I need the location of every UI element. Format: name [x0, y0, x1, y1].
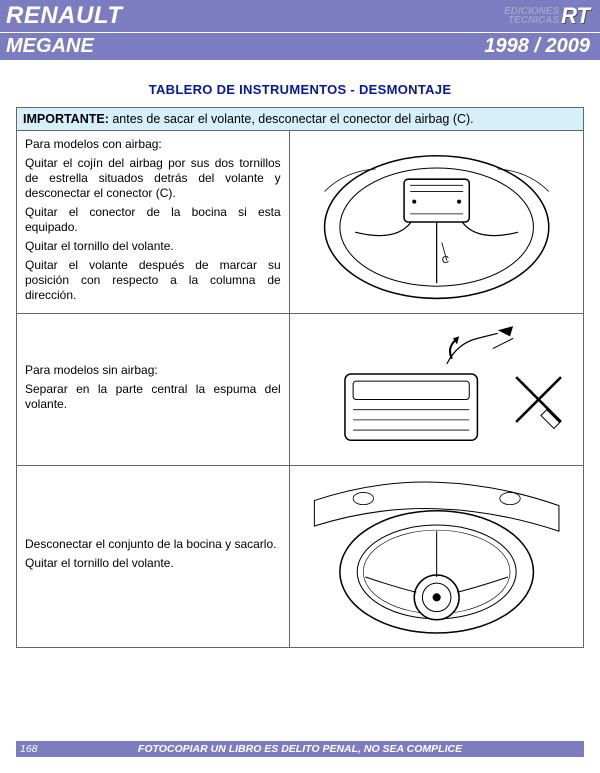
section-title: TABLERO DE INSTRUMENTOS - DESMONTAJE [0, 82, 600, 97]
header-brand-bar: RENAULT EDICIONES TECNICAS RT [0, 0, 600, 33]
paragraph: Quitar el tornillo del volante. [25, 239, 281, 254]
warning-box: IMPORTANTE: antes de sacar el volante, d… [17, 108, 583, 131]
year-range: 1998 / 2009 [484, 35, 590, 58]
paragraph: Para modelos con airbag: [25, 137, 281, 152]
brand-name: RENAULT [6, 2, 122, 30]
publisher-logo: EDICIONES TECNICAS RT [504, 3, 590, 29]
table-row: Desconectar el conjunto de la bocina y s… [17, 466, 583, 647]
logo-rt: RT [561, 3, 590, 29]
horn-assembly-icon [294, 470, 579, 643]
text-cell: Para modelos con airbag: Quitar el cojín… [17, 131, 289, 313]
steering-wheel-airbag-icon: C [294, 135, 579, 309]
table-row: Para modelos sin airbag: Separar en la p… [17, 314, 583, 466]
paragraph: Para modelos sin airbag: [25, 363, 281, 378]
image-cell [289, 466, 583, 647]
paragraph: Separar en la parte central la espuma de… [25, 382, 281, 412]
content-table: IMPORTANTE: antes de sacar el volante, d… [16, 107, 584, 648]
text-cell: Para modelos sin airbag: Separar en la p… [17, 314, 289, 465]
paragraph: Quitar el tornillo del volante. [25, 556, 281, 571]
logo-text-block: EDICIONES TECNICAS [504, 7, 559, 26]
table-row: Para modelos con airbag: Quitar el cojín… [17, 131, 583, 314]
paragraph: Quitar el conector de la bocina si esta … [25, 205, 281, 235]
paragraph: Quitar el volante después de marcar su p… [25, 258, 281, 303]
page-footer: 168 FOTOCOPIAR UN LIBRO ES DELITO PENAL,… [16, 741, 584, 757]
warning-text: antes de sacar el volante, desconectar e… [109, 112, 474, 126]
paragraph: Desconectar el conjunto de la bocina y s… [25, 537, 281, 552]
header-model-bar: MEGANE 1998 / 2009 [0, 33, 600, 60]
steering-wheel-foam-icon [294, 318, 579, 461]
paragraph: Quitar el cojín del airbag por sus dos t… [25, 156, 281, 201]
logo-line-2: TECNICAS [508, 15, 559, 26]
model-name: MEGANE [6, 35, 94, 58]
text-cell: Desconectar el conjunto de la bocina y s… [17, 466, 289, 647]
page-number: 168 [16, 743, 96, 755]
footer-text: FOTOCOPIAR UN LIBRO ES DELITO PENAL, NO … [96, 743, 584, 755]
warning-label: IMPORTANTE: [23, 112, 109, 126]
image-cell [289, 314, 583, 465]
image-cell: C [289, 131, 583, 313]
